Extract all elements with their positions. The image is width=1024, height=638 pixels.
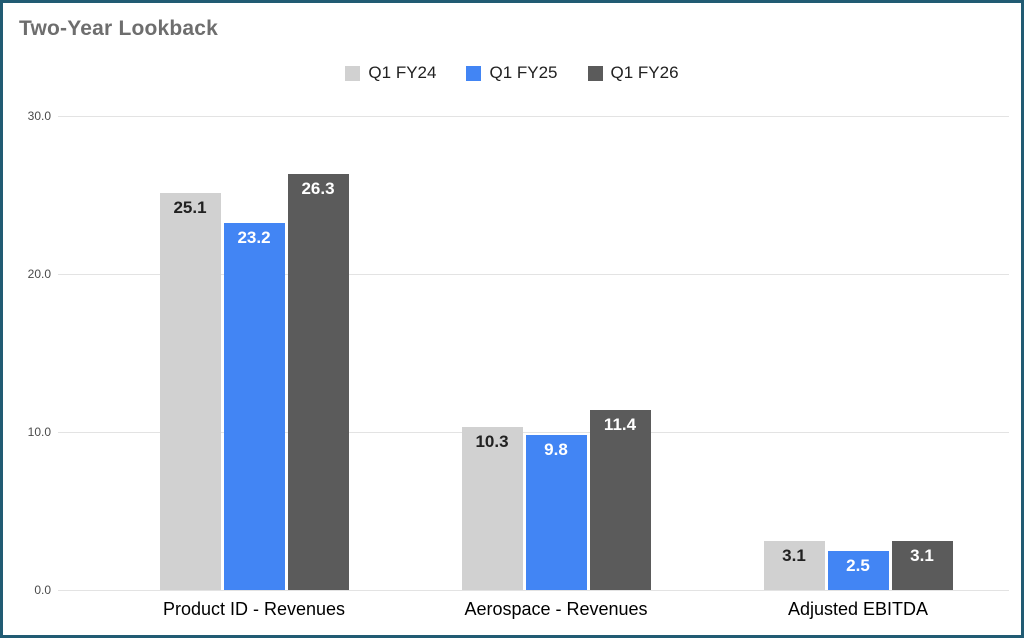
legend-item-q1-fy25: Q1 FY25 bbox=[466, 63, 558, 83]
bar-q1-fy25: 23.2 bbox=[223, 223, 285, 590]
y-axis: 0.0 10.0 20.0 30.0 bbox=[3, 109, 51, 597]
legend-label: Q1 FY25 bbox=[489, 63, 558, 82]
y-tick-label: 0.0 bbox=[34, 583, 51, 597]
bar-value-label: 26.3 bbox=[301, 179, 335, 199]
gridline bbox=[58, 116, 1009, 117]
bar-q1-fy24: 10.3 bbox=[461, 427, 523, 590]
bar-q1-fy24: 25.1 bbox=[159, 193, 221, 590]
x-axis-label: Adjusted EBITDA bbox=[787, 599, 929, 619]
bar-groups: 25.1 23.2 26.3 Product ID - Revenues 10.3 9.8… bbox=[103, 116, 1009, 619]
legend-item-q1-fy24: Q1 FY24 bbox=[345, 63, 436, 83]
legend-label: Q1 FY24 bbox=[368, 63, 437, 82]
gridlines bbox=[58, 116, 1009, 591]
y-tick-label: 30.0 bbox=[27, 109, 51, 123]
bar-q1-fy26: 26.3 bbox=[287, 174, 349, 590]
legend-swatch-icon bbox=[466, 65, 482, 81]
plot-area: 0.0 10.0 20.0 30.0 25.1 23.2 26.3 Product ID -… bbox=[3, 109, 1021, 619]
y-tick-label: 20.0 bbox=[27, 266, 51, 281]
bar-q1-fy26: 11.4 bbox=[589, 409, 651, 590]
bar-q1-fy25: 2.5 bbox=[827, 550, 889, 590]
bar-cluster: 3.1 2.5 3.1 bbox=[763, 116, 953, 590]
legend-item-q1-fy26: Q1 FY26 bbox=[587, 63, 679, 83]
bar-value-label: 2.5 bbox=[846, 555, 870, 575]
bar-value-label: 9.8 bbox=[544, 440, 568, 460]
bar-group: 10.3 9.8 11.4 Aerospace - Revenues bbox=[405, 116, 707, 619]
bar-value-label: 23.2 bbox=[237, 228, 271, 248]
chart-title: Two-Year Lookback bbox=[19, 17, 219, 40]
gridline bbox=[58, 273, 1009, 275]
bar-value-label: 10.3 bbox=[475, 432, 509, 452]
bar-value-label: 11.4 bbox=[603, 414, 637, 434]
legend-swatch-icon bbox=[345, 65, 361, 81]
bar-q1-fy25: 9.8 bbox=[525, 435, 587, 590]
bar-group: 25.1 23.2 26.3 Product ID - Revenues bbox=[103, 116, 405, 619]
legend: Q1 FY24 Q1 FY25 Q1 FY26 bbox=[3, 63, 1021, 83]
legend-swatch-icon bbox=[587, 65, 603, 81]
bar-cluster: 10.3 9.8 11.4 bbox=[461, 116, 651, 590]
bar-value-label: 25.1 bbox=[173, 198, 207, 218]
bar-value-label: 3.1 bbox=[782, 546, 806, 566]
legend-label: Q1 FY26 bbox=[610, 63, 679, 82]
x-axis-label: Product ID - Revenues bbox=[162, 599, 346, 619]
bar-cluster: 25.1 23.2 26.3 bbox=[159, 116, 349, 590]
x-axis-label: Aerospace - Revenues bbox=[464, 599, 648, 619]
bar-q1-fy26: 3.1 bbox=[891, 541, 953, 590]
bar-value-label: 3.1 bbox=[910, 546, 934, 566]
y-tick-label: 10.0 bbox=[27, 424, 51, 439]
gridline bbox=[58, 590, 1009, 591]
gridline bbox=[58, 431, 1009, 433]
bar-group: 3.1 2.5 3.1 Adjusted EBITDA bbox=[707, 116, 1009, 619]
bar-q1-fy24: 3.1 bbox=[763, 541, 825, 590]
